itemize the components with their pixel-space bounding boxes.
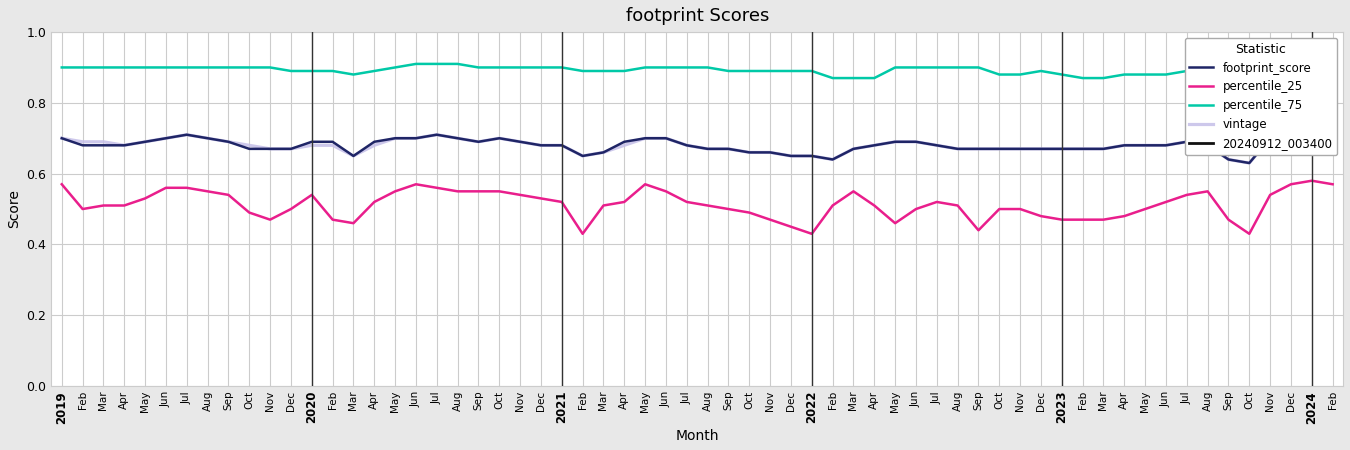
Line: percentile_75: percentile_75: [62, 64, 1332, 78]
percentile_75: [387, 65, 404, 70]
footprint_score: [324, 139, 340, 144]
percentile_75: [1200, 65, 1216, 70]
footprint_score: [699, 146, 716, 152]
percentile_25: [1324, 181, 1341, 187]
Title: footprint Scores: footprint Scores: [625, 7, 770, 25]
footprint_score: [178, 132, 194, 137]
percentile_75: [408, 61, 424, 67]
Line: footprint_score: footprint_score: [62, 135, 1332, 163]
vintage: [845, 146, 861, 152]
Legend: footprint_score, percentile_25, percentile_75, vintage, 20240912_003400: footprint_score, percentile_25, percenti…: [1185, 38, 1336, 155]
footprint_score: [1241, 160, 1257, 166]
percentile_25: [387, 189, 404, 194]
vintage: [158, 135, 174, 141]
vintage: [408, 135, 424, 141]
footprint_score: [1324, 139, 1341, 144]
percentile_25: [699, 203, 716, 208]
vintage: [1324, 143, 1341, 148]
Y-axis label: Score: Score: [7, 189, 22, 229]
percentile_75: [867, 75, 883, 81]
Line: vintage: vintage: [62, 135, 1332, 163]
percentile_75: [304, 68, 320, 74]
footprint_score: [845, 146, 861, 152]
percentile_25: [54, 181, 70, 187]
vintage: [699, 146, 716, 152]
footprint_score: [408, 135, 424, 141]
percentile_25: [845, 189, 861, 194]
vintage: [178, 132, 194, 137]
percentile_25: [1179, 192, 1195, 198]
percentile_25: [304, 192, 320, 198]
percentile_75: [825, 75, 841, 81]
percentile_75: [699, 65, 716, 70]
vintage: [1179, 139, 1195, 144]
percentile_25: [575, 231, 591, 237]
vintage: [54, 135, 70, 141]
percentile_75: [54, 65, 70, 70]
percentile_75: [1324, 65, 1341, 70]
percentile_25: [1304, 178, 1320, 184]
percentile_75: [158, 65, 174, 70]
footprint_score: [1179, 139, 1195, 144]
footprint_score: [158, 135, 174, 141]
percentile_25: [158, 185, 174, 190]
vintage: [324, 143, 340, 148]
X-axis label: Month: Month: [675, 429, 720, 443]
vintage: [1241, 160, 1257, 166]
Line: percentile_25: percentile_25: [62, 181, 1332, 234]
footprint_score: [54, 135, 70, 141]
